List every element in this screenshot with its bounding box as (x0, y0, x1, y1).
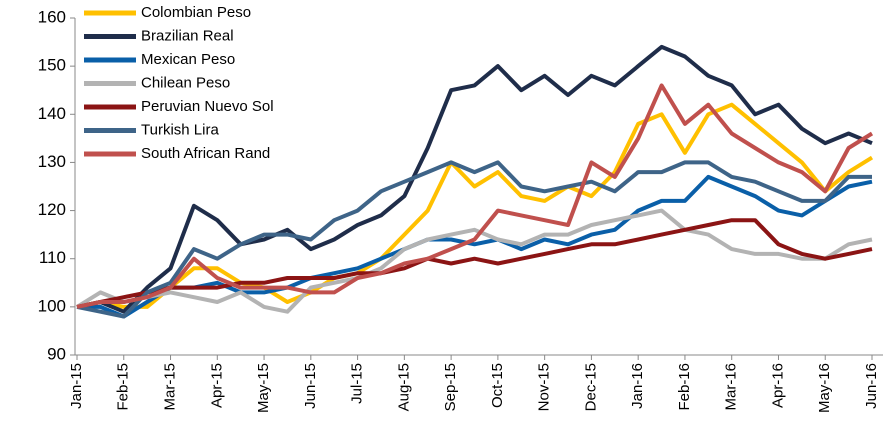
series-line (77, 174, 873, 319)
y-tick-label: 130 (38, 152, 66, 171)
x-tick-label: May-15 (255, 363, 272, 413)
x-tick-label: Feb-16 (676, 363, 693, 411)
x-tick-label: Feb-15 (115, 363, 132, 411)
series-line (76, 44, 873, 314)
legend-label: Brazilian Real (141, 27, 234, 44)
legend-label: South African Rand (141, 145, 270, 162)
x-tick-label: Jul-15 (349, 363, 366, 404)
x-tick-label: Aug-15 (395, 363, 412, 411)
x-tick-label: Nov-15 (536, 363, 553, 411)
legend-bg (80, 72, 310, 96)
series-line (75, 208, 873, 314)
x-tick-label: Jun-15 (302, 363, 319, 409)
series-line (76, 160, 872, 319)
x-tick-label: Apr-15 (208, 363, 225, 408)
y-tick-label: 120 (38, 200, 66, 219)
y-tick-label: 160 (38, 7, 66, 26)
x-tick-label: Dec-15 (582, 363, 599, 411)
x-tick-label: Apr-16 (769, 363, 786, 408)
y-tick-label: 150 (38, 56, 66, 75)
series-line (76, 83, 874, 309)
x-tick-label: Jun-16 (863, 363, 880, 409)
x-tick-label: Oct-15 (489, 363, 506, 408)
legend-label: Peruvian Nuevo Sol (141, 98, 274, 115)
legend-bg (80, 143, 310, 166)
y-tick-label: 90 (47, 344, 66, 363)
x-tick-label: Sep-15 (442, 363, 459, 411)
legend-bg (80, 119, 310, 143)
series-line (76, 218, 873, 309)
legend-bg (80, 96, 310, 119)
series-line (76, 102, 874, 309)
y-tick-label: 100 (38, 296, 66, 315)
y-tick-label: 140 (38, 104, 66, 123)
x-tick-label: Jan-16 (629, 363, 646, 409)
legend-bg (80, 2, 310, 25)
legend-label: Colombian Peso (141, 4, 251, 21)
legend-bg (80, 25, 310, 49)
legend-label: Chilean Peso (141, 74, 230, 91)
y-tick-label: 110 (39, 248, 66, 267)
legend-label: Turkish Lira (141, 121, 219, 138)
x-tick-label: May-16 (816, 363, 833, 413)
x-tick-label: Mar-15 (161, 363, 178, 411)
x-tick-label: Mar-16 (723, 363, 740, 411)
legend-label: Mexican Peso (141, 51, 235, 68)
legend-bg (80, 49, 310, 72)
x-tick-label: Jan-15 (68, 363, 85, 409)
